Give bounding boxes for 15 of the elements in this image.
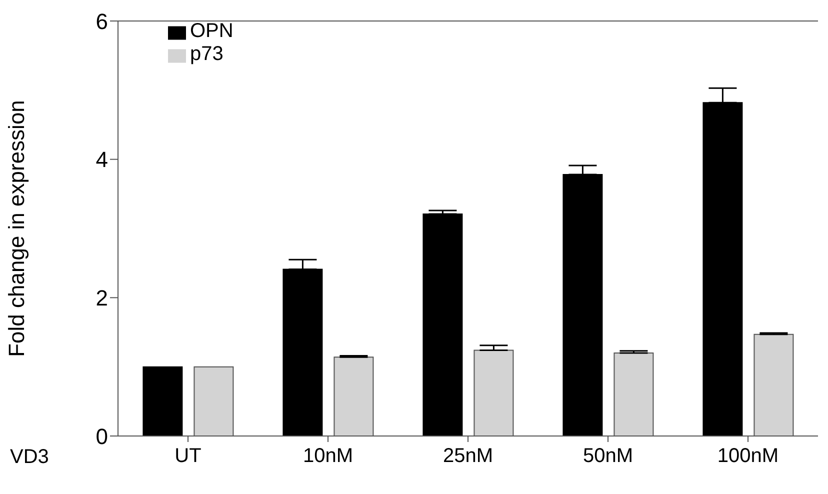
text: VD3 (10, 446, 49, 469)
legend-label: p73 (190, 43, 224, 65)
x-tick-label: UT (174, 445, 202, 468)
bar (422, 213, 463, 436)
y-tick-label: 4 (96, 147, 108, 172)
x-tick-label: 10nM (302, 445, 354, 468)
x-tick-label: 25nM (442, 445, 494, 468)
x-tick-label: 50nM (582, 445, 634, 468)
bar (142, 366, 183, 436)
y-tick-label: 0 (96, 424, 108, 449)
y-tick-label: 2 (96, 285, 108, 310)
x-tick-label: 100nM (717, 445, 779, 468)
y-axis-title: Fold change in expression (4, 100, 29, 357)
y-tick-label: 6 (96, 8, 108, 34)
legend-label: OPN (190, 20, 234, 42)
